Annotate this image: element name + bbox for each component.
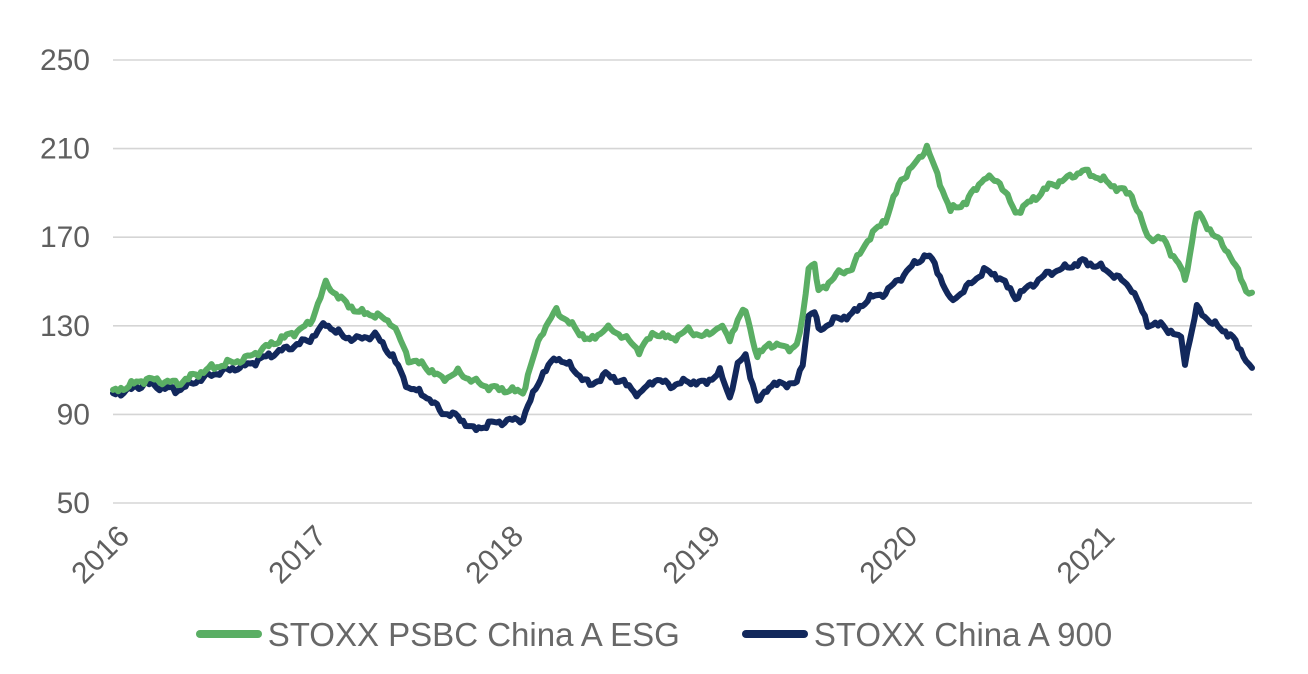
x-tick-label-2019: 2019 [657,520,728,591]
y-tick-label-50: 50 [57,487,90,520]
x-tick-label-2016: 2016 [65,520,136,591]
legend-swatch-navy-line [741,630,808,638]
series-lines [110,142,1255,434]
y-tick-label-210: 210 [40,133,90,166]
legend-swatch-green-line [195,630,262,638]
gridlines [113,59,1252,504]
legend: STOXX PSBC China A ESG STOXX China A 900 [0,608,1308,660]
x-tick-label-2020: 2020 [854,520,925,591]
legend-label-stoxx-psbc-china-a-esg: STOXX PSBC China A ESG [267,615,680,653]
y-tick-label-170: 170 [40,221,90,254]
x-axis-tick-labels: 2016 2017 2018 2019 2020 2021 [65,520,1121,591]
legend-item-stoxx-psbc-china-a-esg: STOXX PSBC China A ESG [195,615,680,653]
x-tick-label-2018: 2018 [460,520,531,591]
y-tick-label-250: 250 [40,44,90,77]
legend-item-stoxx-china-a-900: STOXX China A 900 [741,615,1113,653]
x-tick-label-2017: 2017 [263,520,334,591]
legend-label-stoxx-china-a-900: STOXX China A 900 [813,615,1113,653]
y-axis-tick-labels: 250 210 170 130 90 50 [40,44,90,520]
x-tick-label-2021: 2021 [1051,520,1122,591]
y-tick-label-130: 130 [40,310,90,343]
series-line-stoxx-china-a-900 [110,252,1255,434]
series-line-stoxx-psbc-china-a-esg [110,142,1255,397]
y-tick-label-90: 90 [57,398,90,431]
